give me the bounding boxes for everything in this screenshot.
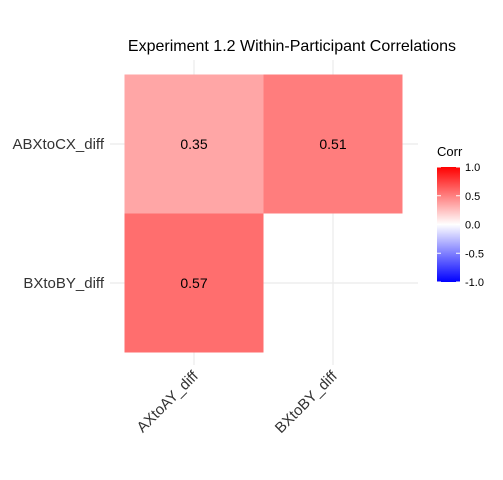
heatmap-cells <box>124 74 403 353</box>
heatmap-cell <box>124 213 264 353</box>
y-axis: ABXtoCX_diff BXtoBY_diff <box>13 136 105 292</box>
x-axis: AXtoAY_diff BXtoBY_diff <box>134 367 342 437</box>
y-tick-label: BXtoBY_diff <box>23 275 104 292</box>
cell-value-label: 0.35 <box>180 136 207 152</box>
legend-colorbar <box>437 167 460 282</box>
cell-value-labels: 0.35 0.51 0.57 <box>180 136 346 291</box>
color-legend: Corr 1.0 0.5 0.0 -0.5 -1.0 <box>437 144 484 289</box>
y-tick-label: ABXtoCX_diff <box>13 136 105 153</box>
cell-value-label: 0.57 <box>180 275 207 291</box>
legend-tick-label: 1.0 <box>465 162 480 174</box>
heatmap-cell <box>263 74 403 214</box>
legend-ticks: 1.0 0.5 0.0 -0.5 -1.0 <box>437 162 484 289</box>
cell-value-label: 0.51 <box>319 136 346 152</box>
legend-tick-label: -1.0 <box>465 277 484 289</box>
legend-tick-label: 0.0 <box>465 220 480 232</box>
x-tick-label: BXtoBY_diff <box>272 367 342 437</box>
x-tick-label: AXtoAY_diff <box>134 367 203 436</box>
heatmap-cell <box>124 74 264 214</box>
legend-title: Corr <box>437 144 463 159</box>
legend-tick-label: 0.5 <box>465 191 480 203</box>
legend-tick-label: -0.5 <box>465 248 484 260</box>
chart-title: Experiment 1.2 Within-Participant Correl… <box>128 38 456 55</box>
